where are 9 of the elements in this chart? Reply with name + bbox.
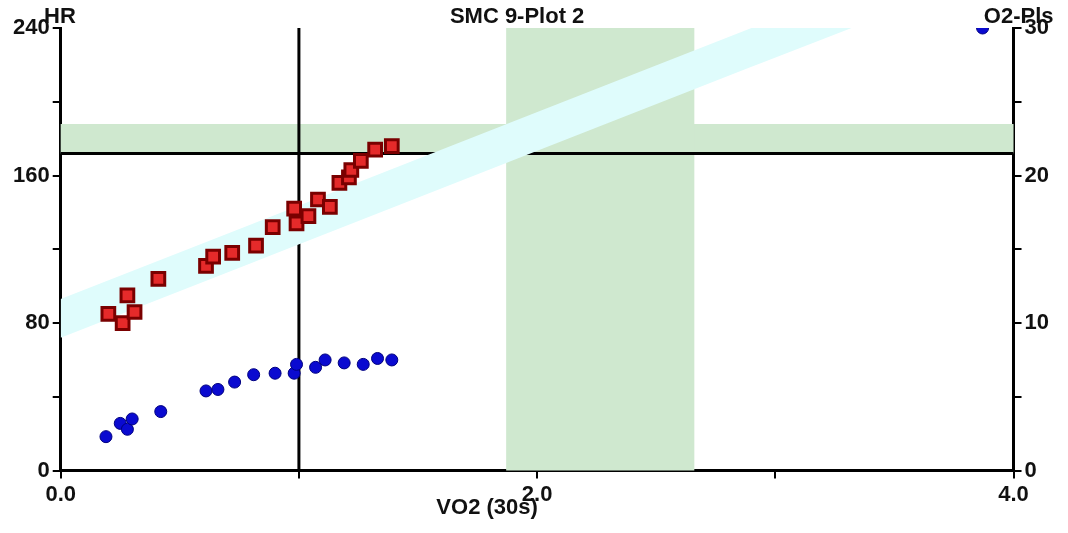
y2-tick-label: 10 xyxy=(1024,309,1050,335)
chart-title: SMC 9-Plot 2 xyxy=(449,3,585,29)
y2-tick-label: 20 xyxy=(1024,161,1050,187)
y-tick-label: 160 xyxy=(12,161,50,187)
x-tick-label: 0.0 xyxy=(45,480,76,506)
x-tick-label: 4.0 xyxy=(998,480,1029,506)
y-tick-label: 80 xyxy=(25,309,50,335)
y-tick-label: 0 xyxy=(37,456,50,482)
y2-tick-label: 0 xyxy=(1024,456,1037,482)
